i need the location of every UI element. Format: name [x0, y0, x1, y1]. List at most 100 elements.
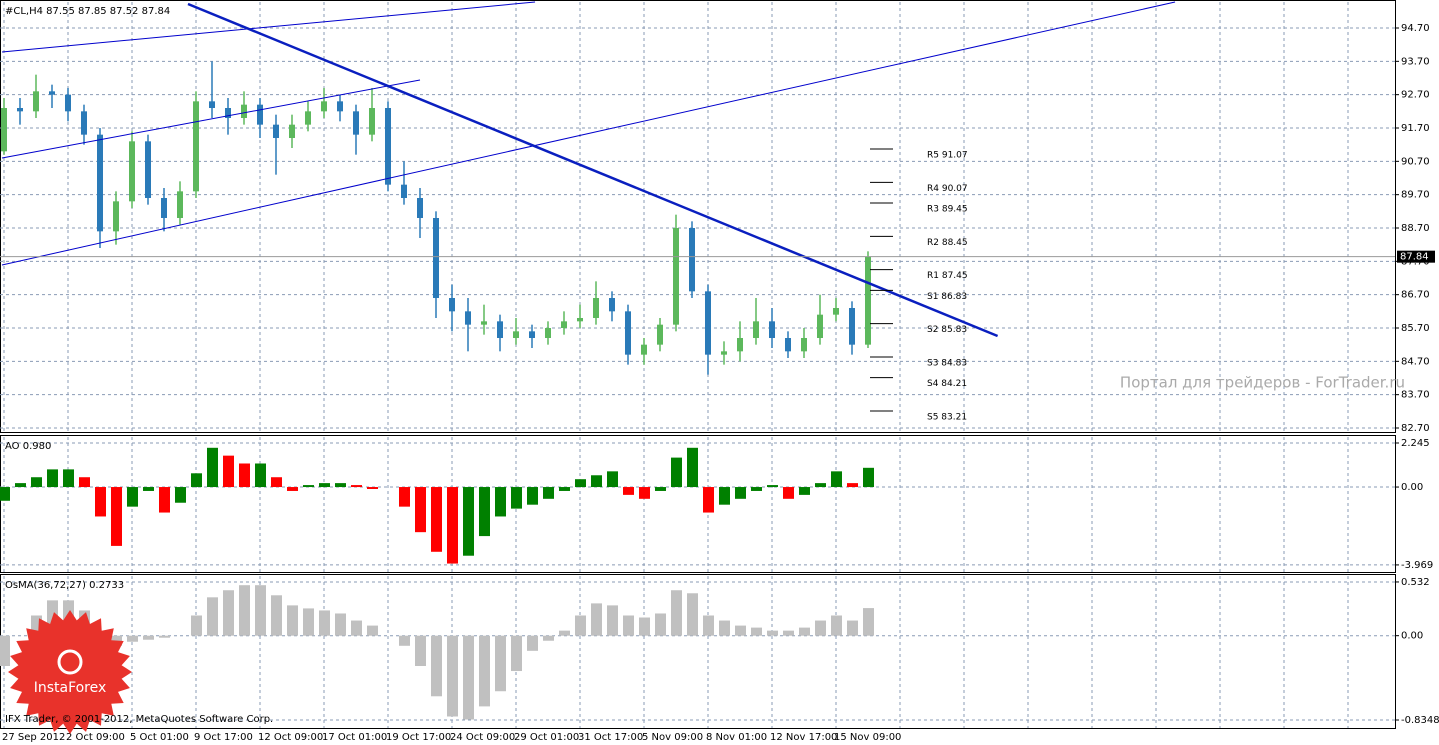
candle-body [625, 311, 631, 355]
panel-frame [0, 435, 1396, 573]
pivot-label: S1 86.83 [927, 292, 967, 302]
candle-body [657, 324, 663, 345]
bar [431, 635, 442, 697]
histogram-bar [479, 487, 490, 537]
bar [815, 620, 826, 636]
bar [335, 613, 346, 636]
candle-body [161, 198, 167, 218]
candle-body [609, 298, 615, 312]
bar [623, 615, 634, 636]
candle-body [817, 314, 823, 338]
x-tick-label: 9 Oct 17:00 [194, 732, 253, 743]
bar [511, 635, 522, 672]
trendline [1, 79, 421, 159]
candle-body [225, 108, 231, 118]
panel-title: #CL,H4 87.55 87.85 87.52 87.84 [5, 6, 170, 17]
candle-body [273, 124, 279, 138]
watermark: Портал для трейдеров - ForTrader.ru [1120, 374, 1405, 392]
y-tick-label: 85.70 [1401, 323, 1430, 334]
histogram-bar [335, 483, 346, 488]
candle-body [529, 331, 535, 338]
panel-frame [0, 0, 1396, 433]
candle-body [33, 91, 39, 112]
histogram-bar [63, 469, 74, 488]
histogram-bar [159, 487, 170, 513]
bar [319, 610, 330, 636]
bar [735, 625, 746, 636]
bar [271, 595, 282, 636]
histogram-bar [495, 487, 506, 517]
histogram-bar [543, 487, 554, 499]
histogram-bar [31, 477, 42, 488]
y-tick-label: -3.969 [1401, 560, 1433, 571]
histogram-bar [175, 487, 186, 503]
histogram-bar [47, 469, 58, 488]
x-tick-label: 29 Oct 01:00 [514, 732, 579, 743]
candle-body [401, 184, 407, 198]
histogram-bar [95, 487, 106, 517]
pivot-label: R4 90.07 [927, 184, 968, 194]
logo: InstaForex [8, 610, 132, 734]
x-tick-label: 19 Oct 17:00 [386, 732, 451, 743]
candle-body [513, 331, 519, 338]
bar [767, 630, 778, 636]
logo-text: InstaForex [34, 680, 107, 696]
y-tick-label: 2.245 [1401, 438, 1430, 449]
bar [191, 615, 202, 636]
histogram-bar [623, 487, 634, 495]
y-tick-label: -0.8348 [1401, 715, 1439, 726]
candle-body [321, 101, 327, 112]
bar [31, 615, 42, 636]
bar [303, 608, 314, 636]
bar [463, 635, 474, 720]
bar [399, 635, 410, 646]
histogram-bar [111, 487, 122, 546]
histogram-bar [735, 487, 746, 499]
histogram-bar [687, 447, 698, 488]
candle-body [337, 101, 343, 112]
candle-body [241, 104, 247, 118]
candle-body [417, 198, 423, 218]
bar [655, 613, 666, 636]
histogram-bar [831, 471, 842, 488]
grid-layer [0, 0, 1399, 729]
x-tick-label: 8 Nov 01:00 [706, 732, 767, 743]
histogram-bar [655, 487, 666, 491]
bar [847, 620, 858, 636]
bar [207, 597, 218, 636]
candle-body [577, 318, 583, 322]
histogram-bar [255, 463, 266, 488]
pivot-label: S4 84.21 [927, 379, 967, 389]
trendline [1, 1, 1176, 266]
histogram-bar [591, 475, 602, 488]
histogram-bar [815, 483, 826, 488]
bar [671, 590, 682, 636]
y-tick-label: 82.70 [1401, 423, 1430, 434]
histogram-bar [703, 487, 714, 513]
x-tick-label: 31 Oct 17:00 [578, 732, 643, 743]
histogram-bar [415, 487, 426, 533]
candle-body [593, 298, 599, 318]
pivot-label: R1 87.45 [927, 271, 968, 281]
pivot-label: S5 83.21 [927, 413, 967, 423]
candle-body [705, 291, 711, 355]
bar [751, 627, 762, 636]
y-tick-label: 93.70 [1401, 56, 1430, 67]
bar [415, 635, 426, 666]
y-tick-label: 92.70 [1401, 90, 1430, 101]
y-tick-label: 94.70 [1401, 23, 1430, 34]
candle-body [433, 218, 439, 298]
candle-body [769, 321, 775, 338]
histogram-bar [639, 487, 650, 499]
bar [543, 635, 554, 641]
histogram-bar [431, 487, 442, 552]
candle-body [673, 228, 679, 325]
trendline [1, 1, 536, 53]
bar [479, 635, 490, 707]
histogram-bar [207, 447, 218, 488]
x-tick-label: 24 Oct 09:00 [450, 732, 515, 743]
bar [287, 605, 298, 636]
panel-title: AO 0.980 [5, 441, 51, 452]
bar [0, 635, 10, 666]
bar [863, 608, 874, 636]
